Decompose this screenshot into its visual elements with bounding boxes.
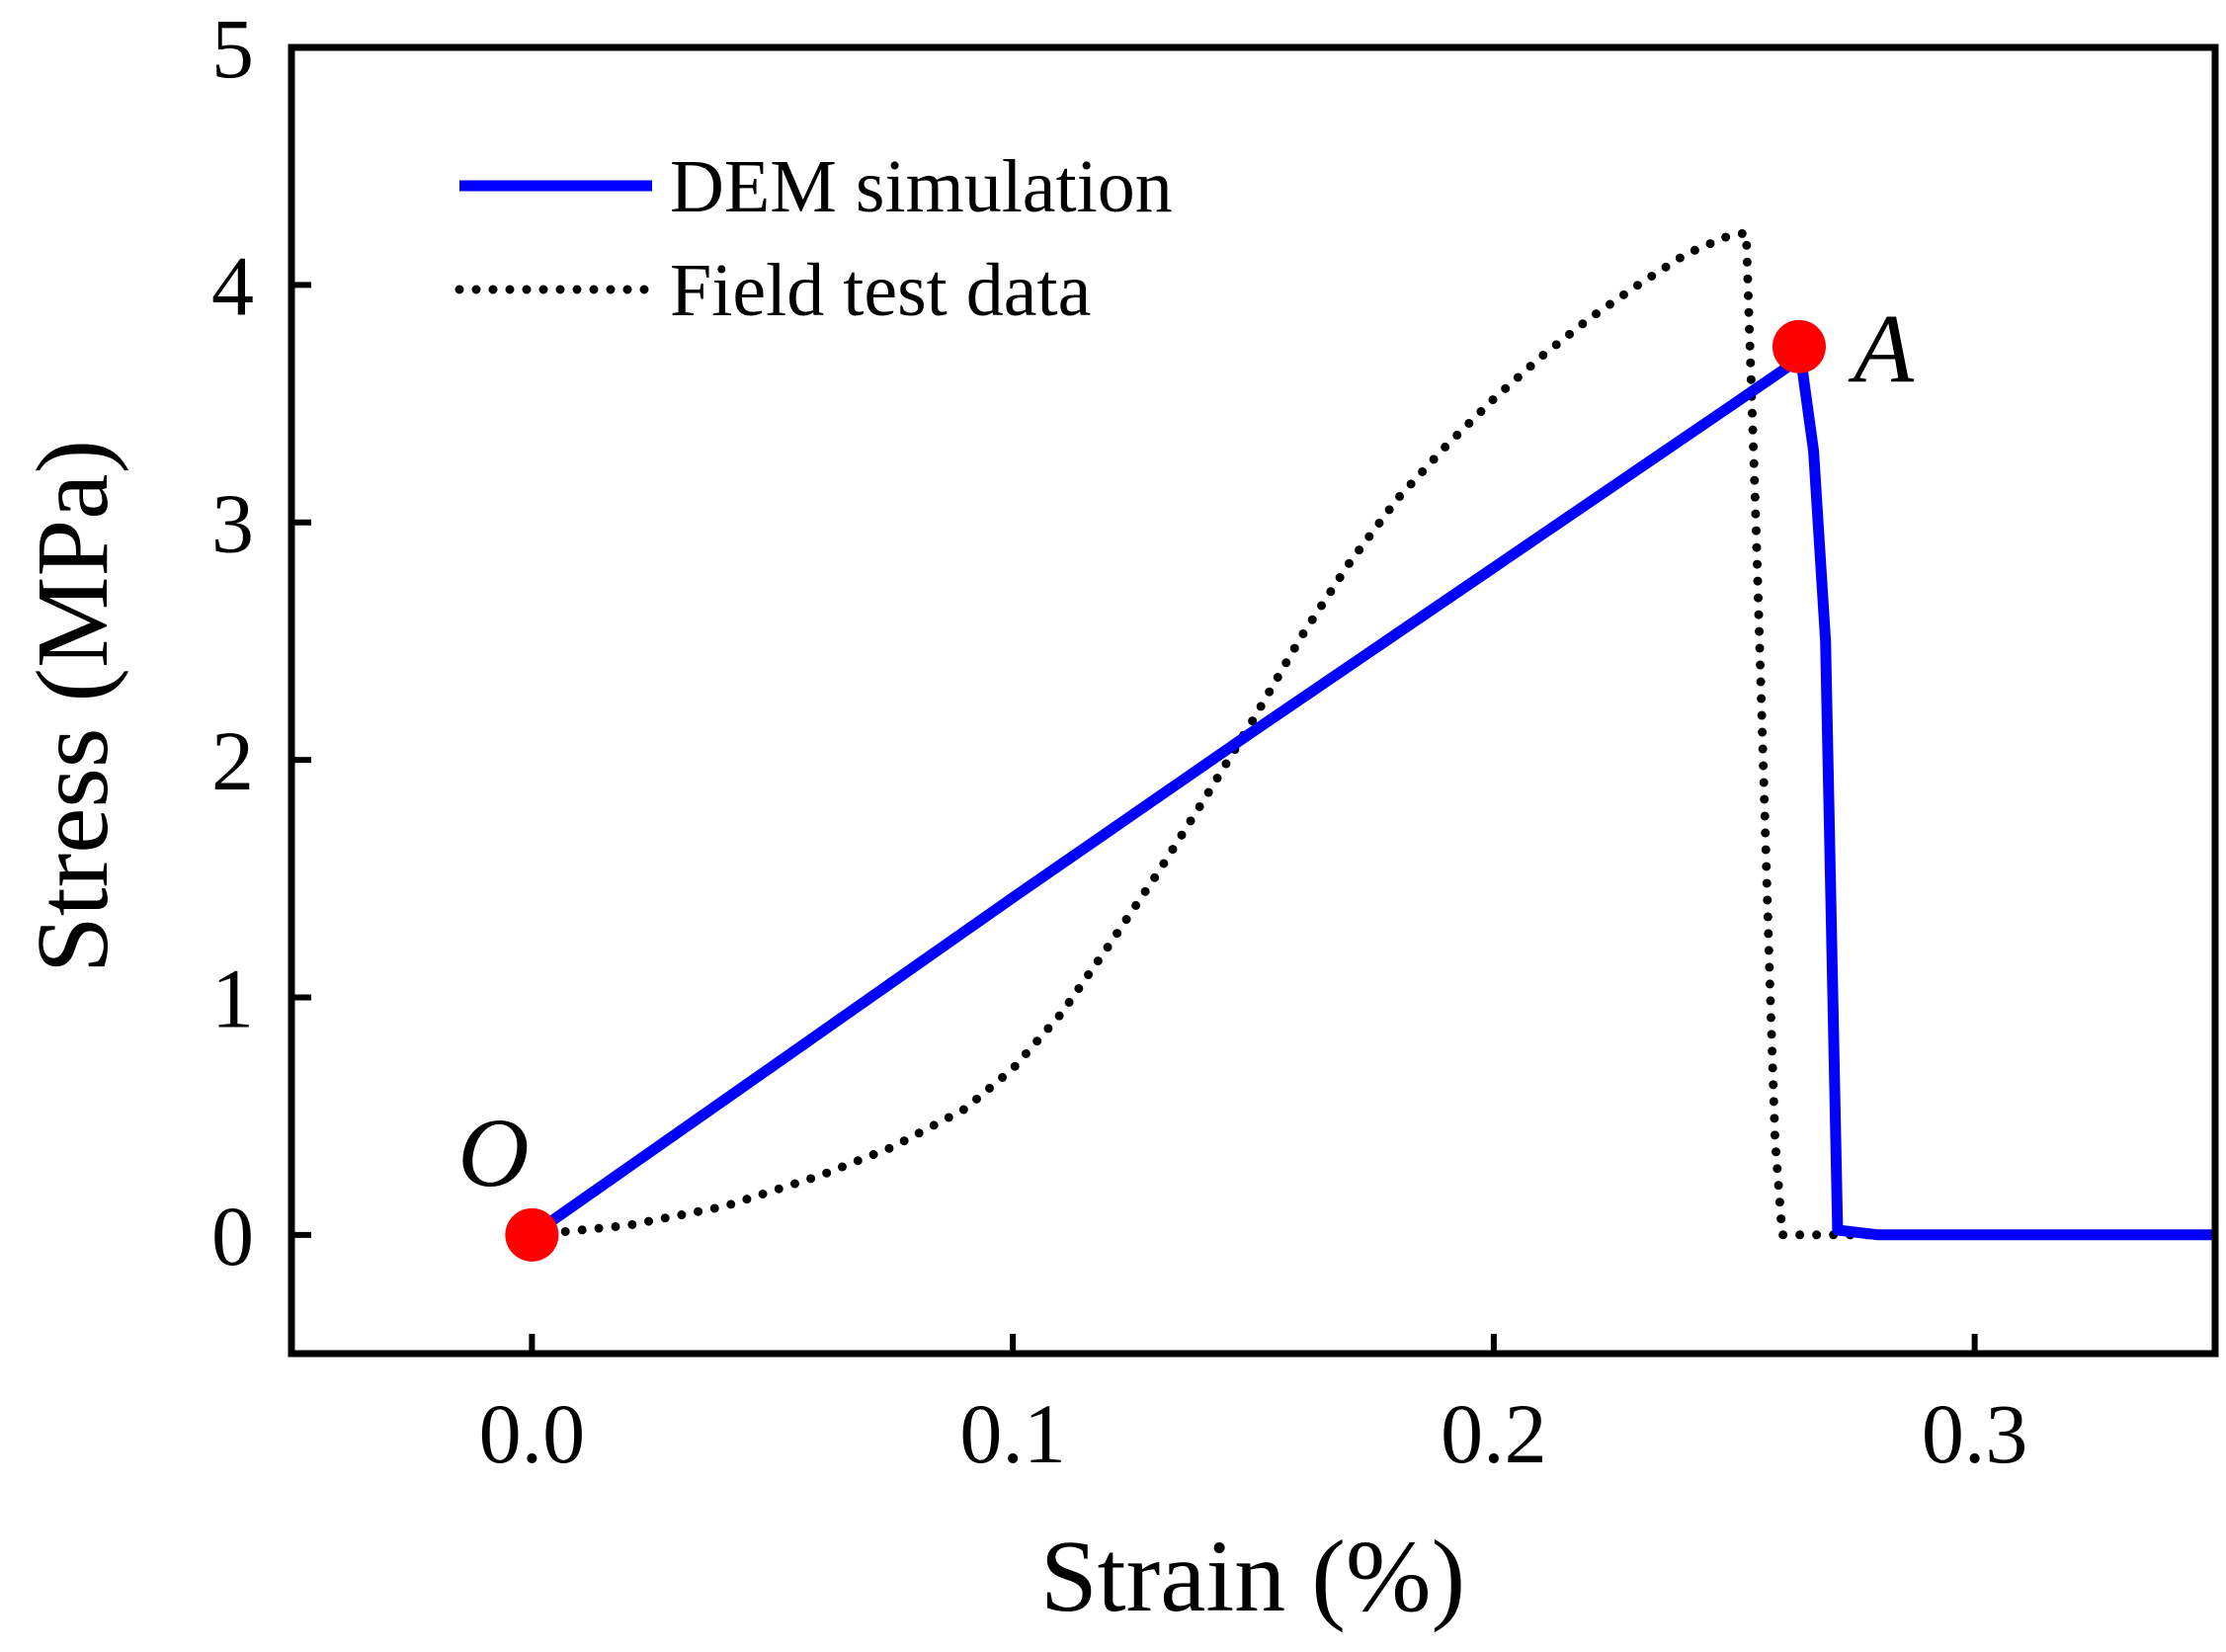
point-label-a: A	[1848, 293, 1915, 403]
x-tick-label: 0.0	[479, 1386, 586, 1481]
legend-label-dem-simulation: DEM simulation	[670, 145, 1173, 228]
point-marker-o	[505, 1207, 559, 1262]
legend: DEM simulation Field test data	[454, 145, 1173, 332]
legend-label-field-test-data: Field test data	[670, 249, 1091, 332]
y-tick-label: 0	[211, 1189, 254, 1283]
x-axis-title: Strain (%)	[1040, 1520, 1465, 1633]
series-line-field-test-data	[527, 228, 2076, 1240]
y-tick-label: 2	[211, 713, 254, 808]
series-line-dem-simulation	[529, 341, 2215, 1241]
plot-area: OA	[457, 228, 2215, 1262]
x-tick-label: 0.2	[1441, 1386, 1547, 1481]
point-marker-a	[1772, 319, 1826, 373]
y-tick-label: 5	[211, 1, 254, 96]
axes-frame	[288, 43, 2219, 1358]
y-axis-title: Stress (MPa)	[16, 440, 129, 973]
axes: 0.0 0.1 0.2 0.3 0 1 2 3 4 5	[211, 1, 2219, 1481]
x-tick-label: 0.1	[959, 1386, 1066, 1481]
y-tick-label: 1	[211, 950, 254, 1045]
y-tick-label: 4	[211, 238, 254, 333]
y-tick-label: 3	[211, 476, 254, 571]
x-tick-label: 0.3	[1922, 1386, 2028, 1481]
point-label-o: O	[457, 1098, 529, 1207]
